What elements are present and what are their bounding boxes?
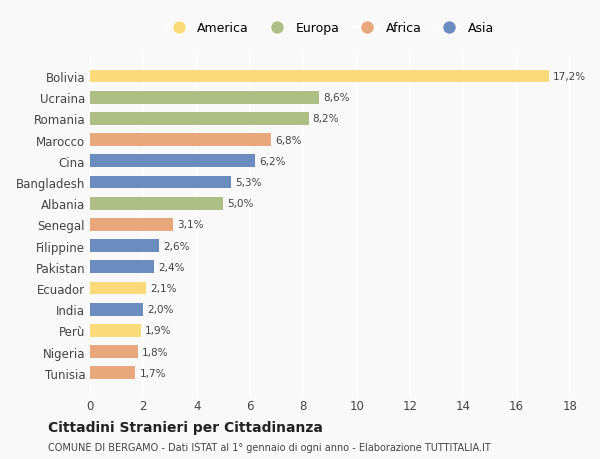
Bar xyxy=(90,325,140,337)
Bar xyxy=(90,218,173,231)
Bar xyxy=(90,113,308,125)
Bar xyxy=(90,367,136,379)
Text: 1,7%: 1,7% xyxy=(139,368,166,378)
Text: Cittadini Stranieri per Cittadinanza: Cittadini Stranieri per Cittadinanza xyxy=(48,420,323,435)
Text: 8,2%: 8,2% xyxy=(313,114,339,124)
Text: 5,3%: 5,3% xyxy=(235,178,262,188)
Bar xyxy=(90,346,138,358)
Bar xyxy=(90,155,256,168)
Bar xyxy=(90,197,223,210)
Bar xyxy=(90,240,160,252)
Bar xyxy=(90,71,548,83)
Bar xyxy=(90,134,271,147)
Bar xyxy=(90,303,143,316)
Bar xyxy=(90,176,232,189)
Text: 5,0%: 5,0% xyxy=(227,199,254,209)
Text: 17,2%: 17,2% xyxy=(553,72,586,82)
Text: 3,1%: 3,1% xyxy=(176,220,203,230)
Bar xyxy=(90,282,146,295)
Text: 1,9%: 1,9% xyxy=(145,326,171,336)
Bar xyxy=(90,261,154,274)
Text: COMUNE DI BERGAMO - Dati ISTAT al 1° gennaio di ogni anno - Elaborazione TUTTITA: COMUNE DI BERGAMO - Dati ISTAT al 1° gen… xyxy=(48,442,491,452)
Text: 6,2%: 6,2% xyxy=(259,157,286,167)
Text: 8,6%: 8,6% xyxy=(323,93,350,103)
Text: 2,0%: 2,0% xyxy=(148,304,174,314)
Legend: America, Europa, Africa, Asia: America, Europa, Africa, Asia xyxy=(161,17,499,40)
Text: 1,8%: 1,8% xyxy=(142,347,169,357)
Bar xyxy=(90,92,319,104)
Text: 2,6%: 2,6% xyxy=(163,241,190,251)
Text: 6,8%: 6,8% xyxy=(275,135,302,146)
Text: 2,4%: 2,4% xyxy=(158,262,185,272)
Text: 2,1%: 2,1% xyxy=(150,283,176,293)
